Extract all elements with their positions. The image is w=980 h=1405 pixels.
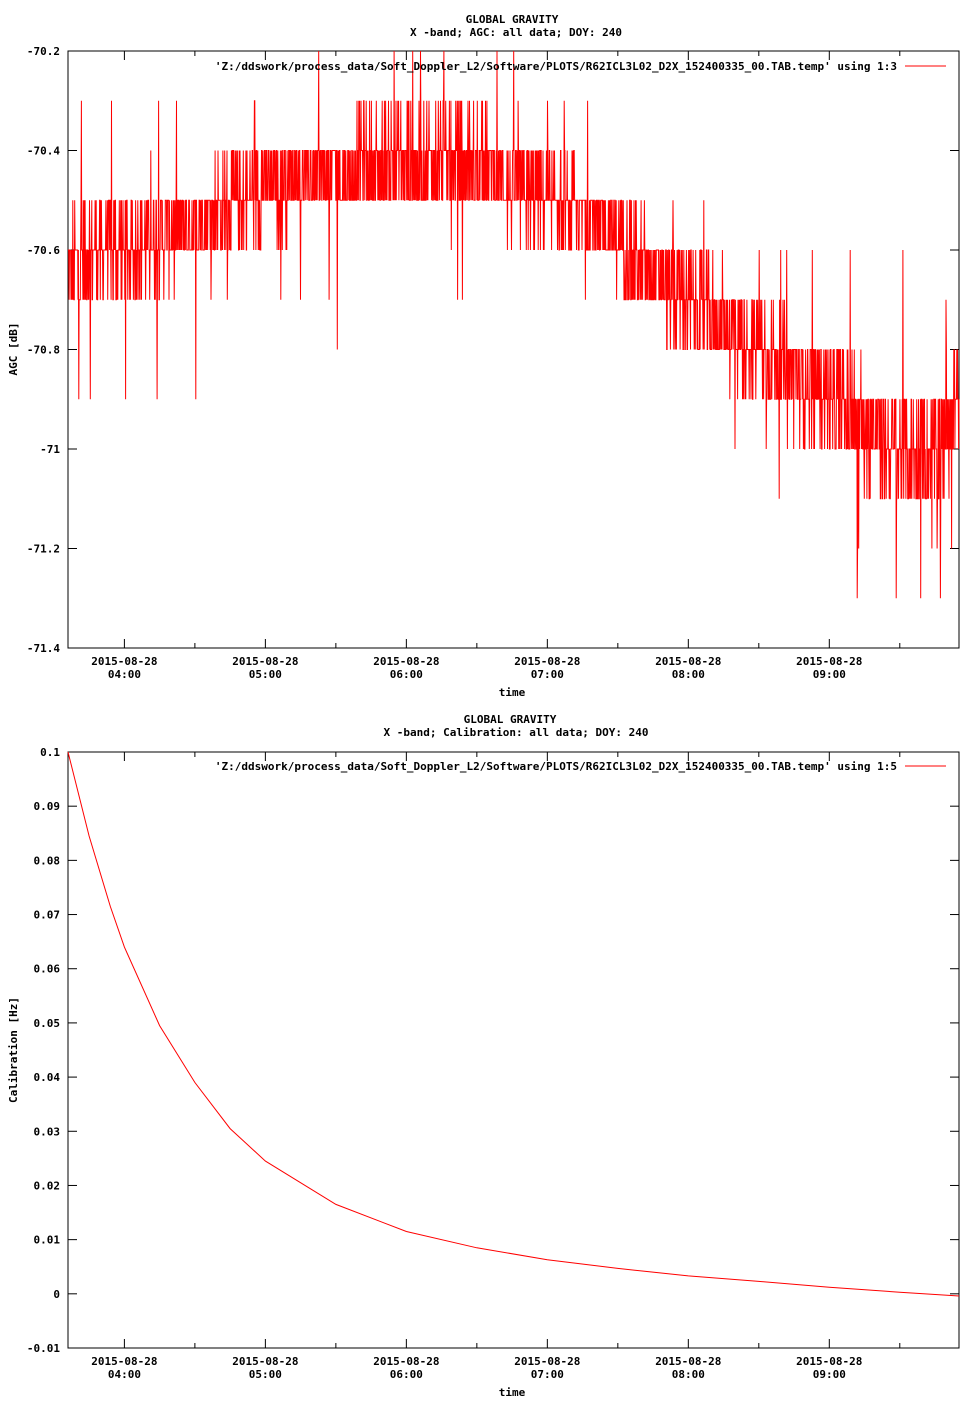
y-tick-label: 0	[53, 1288, 60, 1301]
x-tick-date: 2015-08-28	[655, 1355, 721, 1368]
x-tick-time: 09:00	[813, 1368, 846, 1381]
x-tick-date: 2015-08-28	[796, 655, 862, 668]
chart-cal-legend-label: 'Z:/ddswork/process_data/Soft_Doppler_L2…	[215, 760, 897, 773]
y-tick-label: 0.09	[34, 800, 61, 813]
chart-agc-ylabel: AGC [dB]	[7, 323, 20, 376]
y-tick-label: 0.04	[34, 1071, 61, 1084]
chart-agc: GLOBAL GRAVITY X -band; AGC: all data; D…	[7, 13, 960, 699]
y-tick-label: 0.07	[34, 909, 61, 922]
x-tick-date: 2015-08-28	[232, 655, 298, 668]
y-tick-label: 0.1	[40, 746, 60, 759]
chart-cal-y-ticks: 0.1 0.09 0.08 0.07 0.06 0.05 0.04 0.03 0.02 0.01 0…	[27, 746, 959, 1355]
x-tick-time: 08:00	[672, 1368, 705, 1381]
chart-agc-legend-label: 'Z:/ddswork/process_data/Soft_Doppler_L2…	[215, 60, 897, 73]
x-tick-time: 05:00	[249, 668, 282, 681]
x-tick-time: 06:00	[390, 1368, 423, 1381]
x-tick-time: 08:00	[672, 668, 705, 681]
y-tick-label: 0.08	[34, 854, 61, 867]
chart-agc-subtitle: X -band; AGC: all data; DOY: 240	[410, 26, 622, 39]
x-tick-time: 07:00	[531, 1368, 564, 1381]
y-tick-label: -70.6	[27, 244, 60, 257]
x-tick-time: 04:00	[108, 1368, 141, 1381]
chart-cal-legend: 'Z:/ddswork/process_data/Soft_Doppler_L2…	[215, 760, 946, 773]
x-tick-time: 07:00	[531, 668, 564, 681]
x-tick-date: 2015-08-28	[796, 1355, 862, 1368]
x-tick-time: 05:00	[249, 1368, 282, 1381]
y-tick-label: 0.02	[34, 1179, 61, 1192]
x-tick-time: 06:00	[390, 668, 423, 681]
y-tick-label: -71	[40, 443, 60, 456]
x-tick-time: 09:00	[813, 668, 846, 681]
x-tick-date: 2015-08-28	[373, 655, 439, 668]
chart-cal-series	[67, 751, 960, 1297]
y-tick-label: 0.01	[34, 1234, 61, 1247]
x-tick-time: 04:00	[108, 668, 141, 681]
y-tick-label: -70.8	[27, 344, 60, 357]
y-tick-label: -70.2	[27, 45, 60, 58]
chart-cal-title: GLOBAL GRAVITY	[464, 713, 557, 726]
calibration-series-line	[67, 751, 960, 1297]
chart-cal-x-ticks: 2015-08-2804:002015-08-2805:002015-08-28…	[91, 752, 901, 1381]
x-tick-date: 2015-08-28	[91, 655, 157, 668]
y-tick-label: 0.06	[34, 963, 61, 976]
y-tick-label: -70.4	[27, 145, 60, 158]
x-tick-date: 2015-08-28	[655, 655, 721, 668]
chart-agc-y-ticks: -70.2 -70.4 -70.6 -70.8 -71 -71.2 -71.4	[27, 45, 959, 655]
chart-agc-series	[68, 50, 960, 599]
chart-agc-x-ticks: 2015-08-2804:002015-08-2805:002015-08-28…	[91, 51, 901, 681]
chart-cal-xlabel: time	[499, 1386, 526, 1399]
x-tick-date: 2015-08-28	[514, 655, 580, 668]
y-tick-label: -0.01	[27, 1342, 60, 1355]
chart-agc-legend: 'Z:/ddswork/process_data/Soft_Doppler_L2…	[215, 60, 946, 73]
chart-agc-xlabel: time	[499, 686, 526, 699]
y-tick-label: -71.2	[27, 543, 60, 556]
chart-calibration: GLOBAL GRAVITY X -band; Calibration: all…	[7, 713, 960, 1399]
x-tick-date: 2015-08-28	[232, 1355, 298, 1368]
chart-cal-subtitle: X -band; Calibration: all data; DOY: 240	[384, 726, 649, 739]
x-tick-date: 2015-08-28	[514, 1355, 580, 1368]
x-tick-date: 2015-08-28	[373, 1355, 439, 1368]
y-tick-label: 0.03	[34, 1125, 61, 1138]
y-tick-label: 0.05	[34, 1017, 61, 1030]
chart-cal-ylabel: Calibration [Hz]	[7, 997, 20, 1103]
chart-cal-plot-frame	[67, 751, 960, 1349]
y-tick-label: -71.4	[27, 642, 60, 655]
agc-series-line	[68, 50, 960, 599]
x-tick-date: 2015-08-28	[91, 1355, 157, 1368]
chart-agc-title: GLOBAL GRAVITY	[466, 13, 559, 26]
